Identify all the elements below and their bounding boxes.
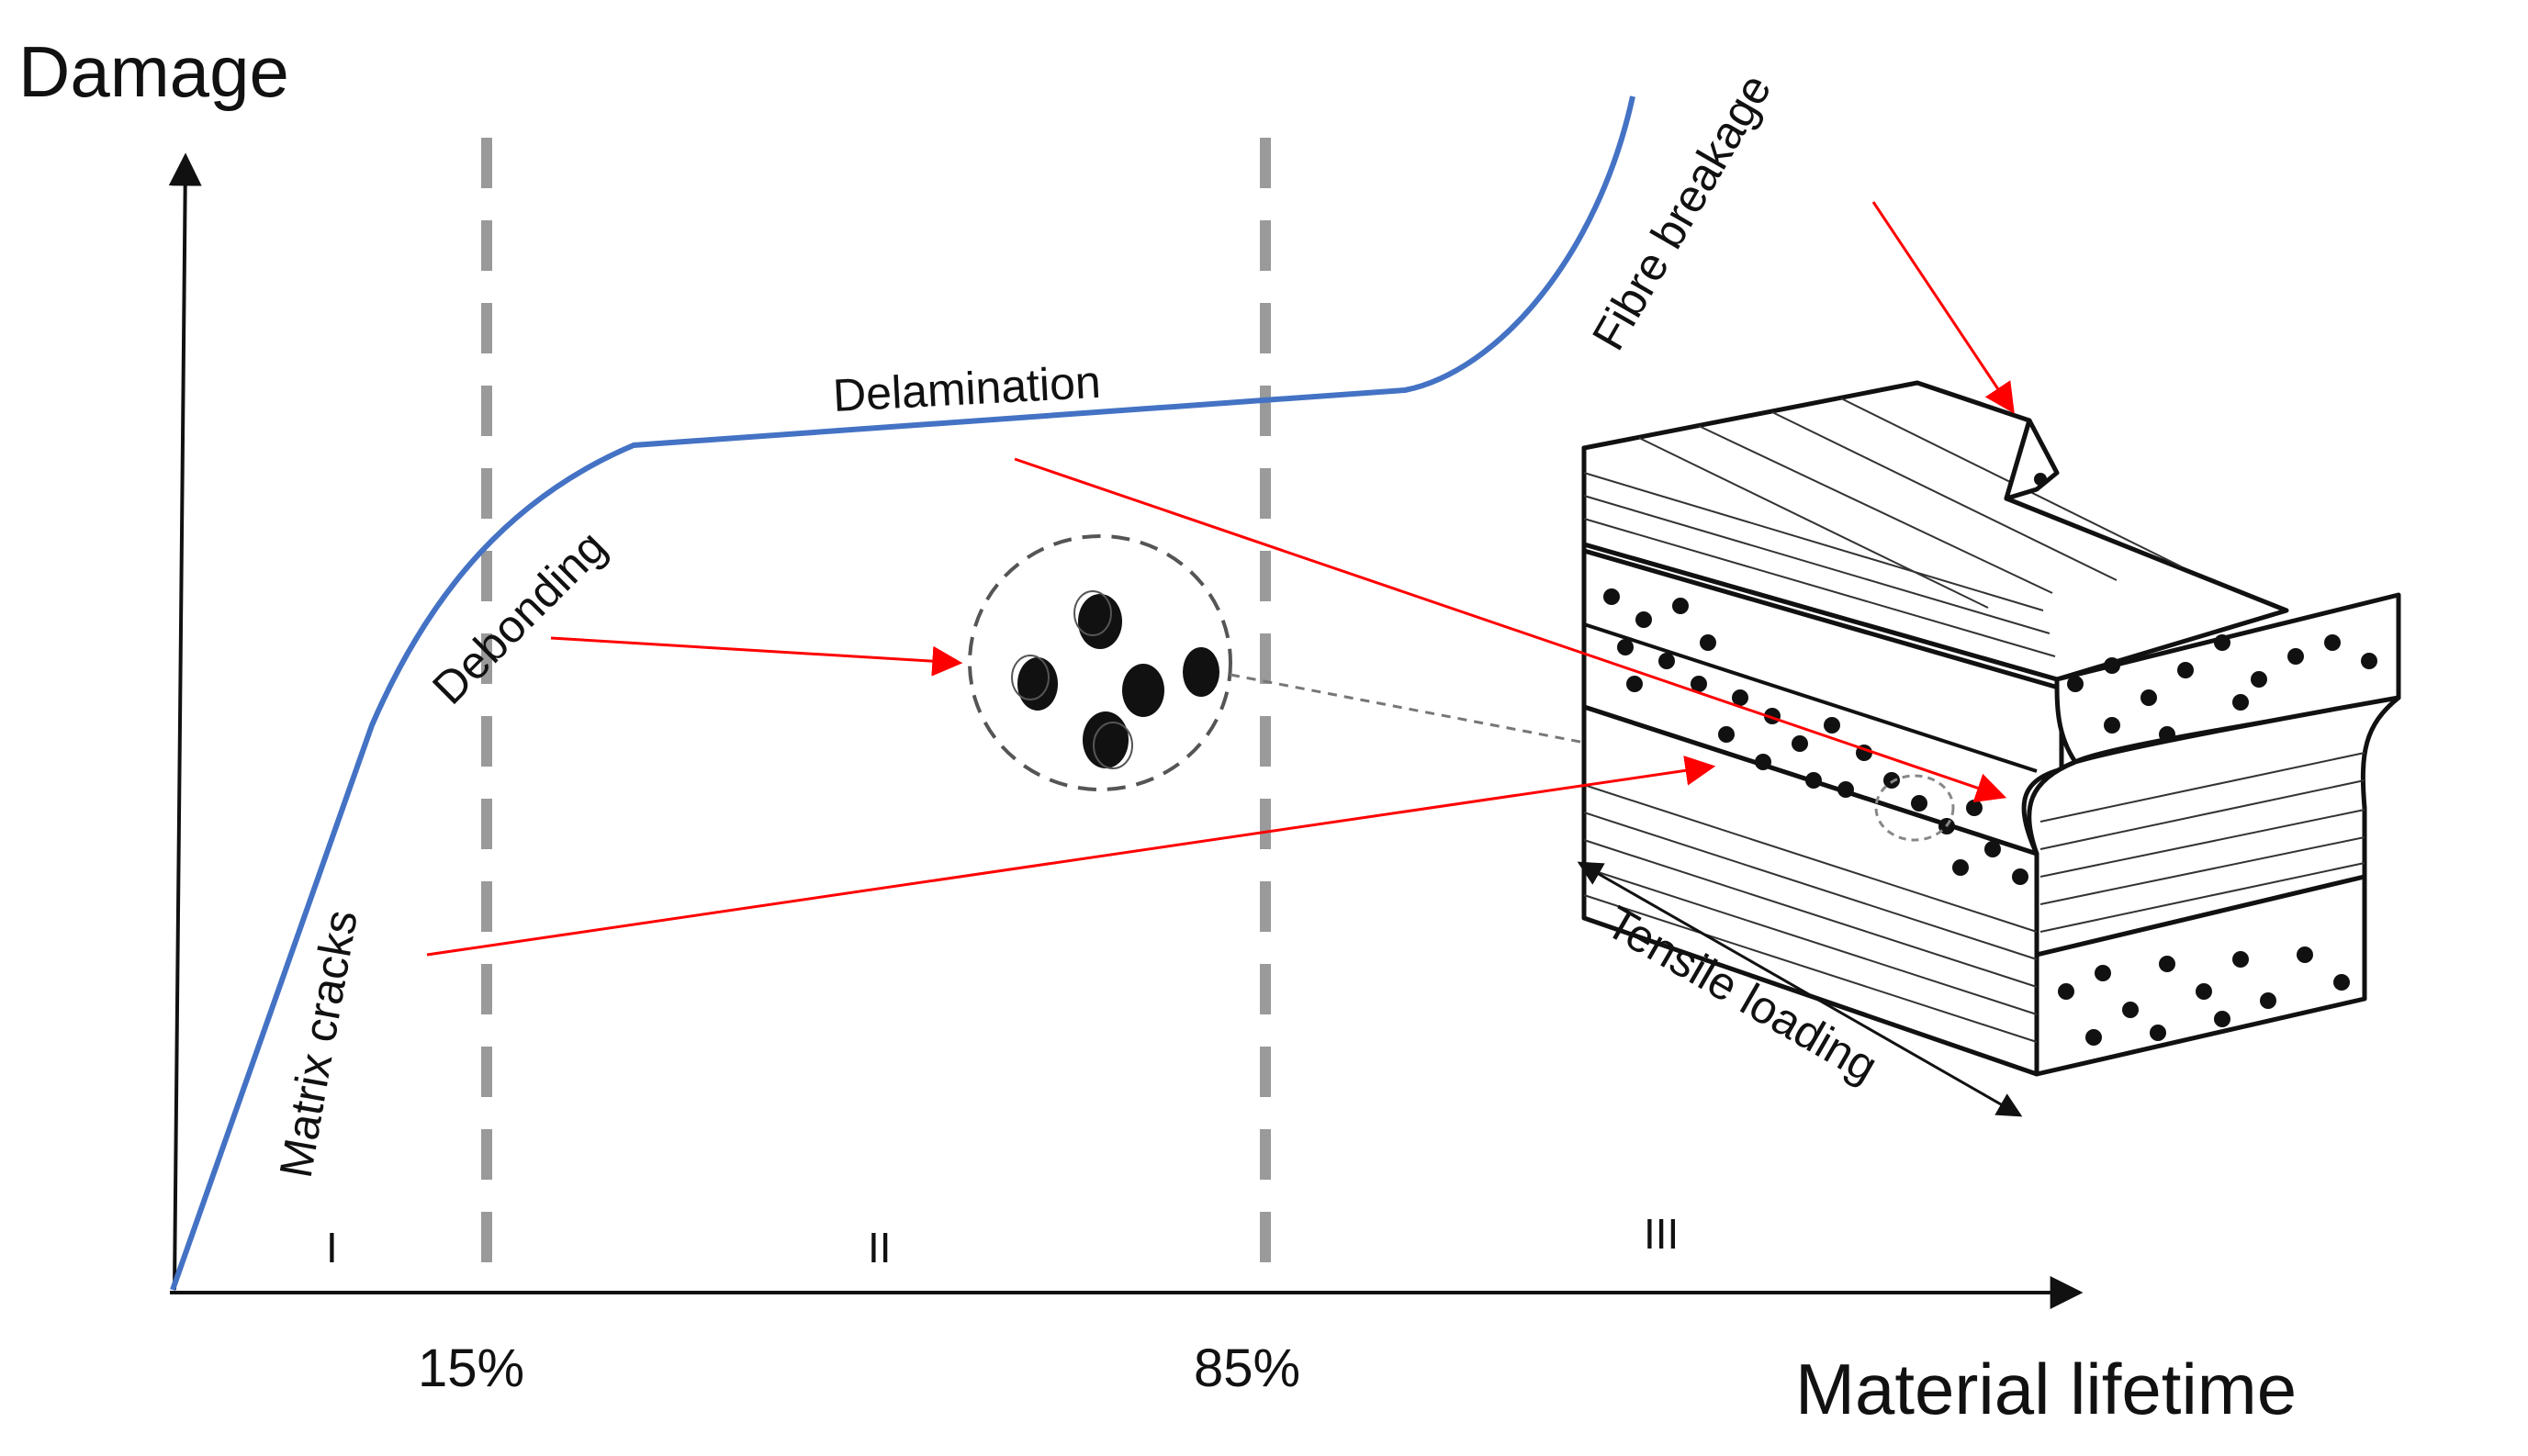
debonding-label: Debonding xyxy=(422,521,616,714)
stage-label-1: I xyxy=(326,1224,338,1271)
stage-label-3: III xyxy=(1644,1210,1679,1258)
arrow-matrix-cracks xyxy=(426,755,1716,957)
y-axis xyxy=(168,152,202,1291)
threshold-label-15: 15% xyxy=(418,1338,524,1398)
fibre-breakage-label: Fibre breakage xyxy=(1582,65,1781,358)
y-axis-label: Damage xyxy=(18,31,289,112)
arrow-delamination xyxy=(1014,457,2007,803)
arrow-fibre-breakage xyxy=(1871,201,2015,414)
fibre-zoom-marker xyxy=(1874,774,1955,842)
debonding-detail-circle xyxy=(968,534,1232,791)
damage-curve xyxy=(170,95,1635,1291)
threshold-label-85: 85% xyxy=(1194,1338,1300,1398)
tensile-loading-arrow xyxy=(1577,861,2023,1117)
matrix-cracks-label: Matrix cracks xyxy=(270,906,367,1182)
x-axis-label: Material lifetime xyxy=(1795,1349,2297,1429)
arrow-debonding xyxy=(550,636,963,677)
delamination-label: Delamination xyxy=(832,356,1102,421)
stage-label-2: II xyxy=(868,1224,892,1271)
